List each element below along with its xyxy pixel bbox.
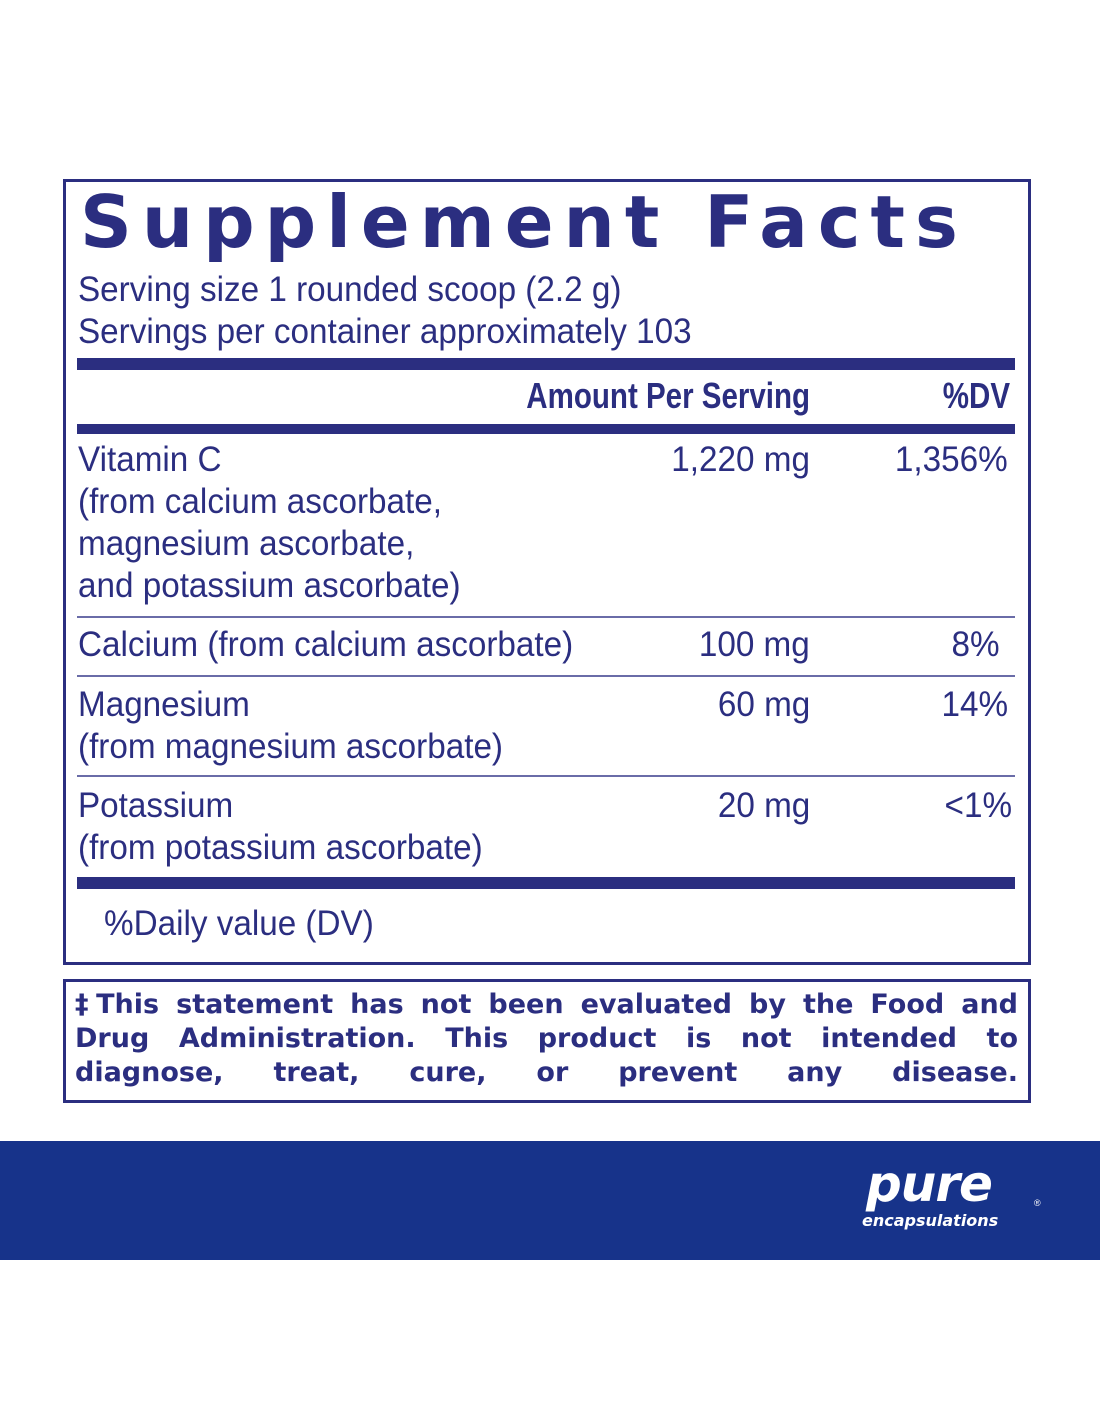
nutrient-source: (from magnesium ascorbate) [78, 727, 504, 766]
disclaimer-box [63, 979, 1031, 1103]
nutrient-source: magnesium ascorbate, [78, 524, 415, 563]
nutrient-source: and potassium ascorbate) [78, 566, 461, 605]
nutrient-source: (from potassium ascorbate) [78, 828, 483, 867]
registered-mark: ® [1034, 1198, 1041, 1208]
nutrient-dv: 1,356% [895, 440, 1008, 479]
brand-logo-subtitle: encapsulations [862, 1211, 999, 1230]
divider-thick [77, 424, 1015, 434]
facts-panel [63, 179, 1031, 965]
nutrient-source: (from calcium ascorbate, [78, 482, 443, 521]
disclaimer-text: ‡This statement has not been evaluated b… [75, 989, 1018, 1088]
nutrient-amount: 1,220 mg [671, 440, 810, 479]
header-amount: Amount Per Serving [526, 375, 810, 416]
nutrient-name: Potassium [78, 786, 234, 825]
divider-thin [77, 616, 1015, 618]
divider-thick [77, 877, 1015, 889]
nutrient-dv: 14% [941, 685, 1008, 724]
serving-size: Serving size 1 rounded scoop (2.2 g) [78, 270, 622, 309]
divider-thin [77, 675, 1015, 677]
nutrient-amount: 60 mg [717, 685, 810, 724]
footnote: %Daily value (DV) [104, 904, 374, 943]
nutrient-name: Vitamin C [78, 440, 222, 479]
nutrient-dv: 8% [951, 625, 1000, 664]
servings-per-container: Servings per container approximately 103 [78, 312, 692, 351]
header-dv: %DV [942, 375, 1010, 416]
nutrient-name: Calcium (from calcium ascorbate) [78, 625, 574, 664]
divider-thick [77, 358, 1015, 370]
nutrient-amount: 100 mg [699, 625, 810, 664]
nutrient-dv: <1% [944, 786, 1012, 825]
brand-logo: pure [866, 1155, 993, 1213]
panel-title: Supplement Facts [80, 180, 968, 264]
nutrient-name: Magnesium [78, 685, 250, 724]
divider-thin [77, 775, 1015, 777]
brand-banner [0, 1141, 1100, 1260]
nutrient-amount: 20 mg [717, 786, 810, 825]
